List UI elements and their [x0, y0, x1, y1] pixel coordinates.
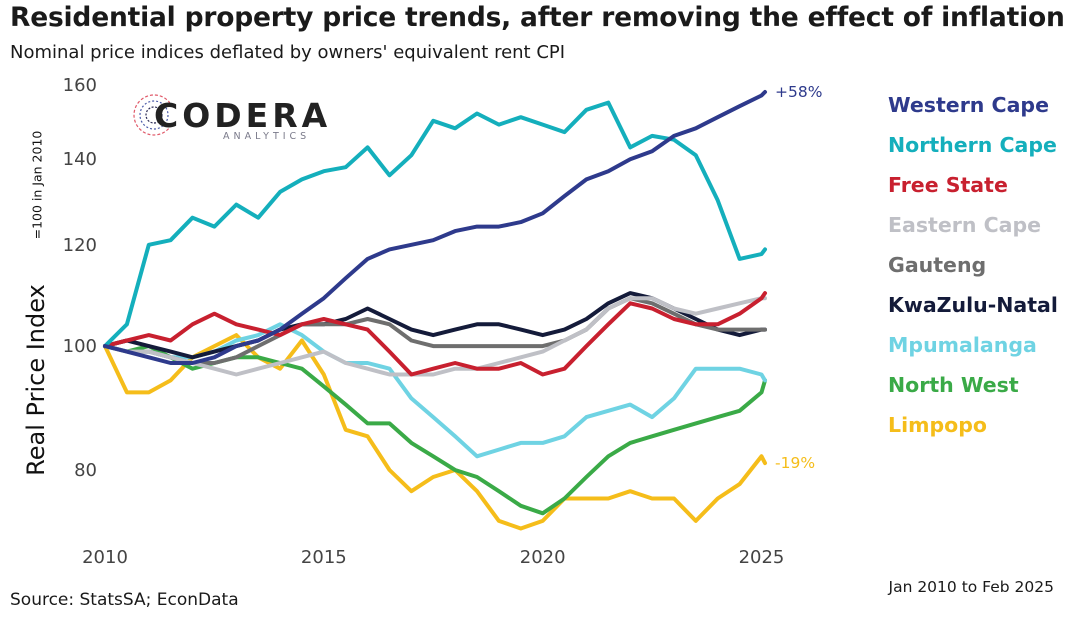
legend-item: Western Cape — [888, 93, 1049, 117]
y-tick-label: 140 — [63, 149, 97, 170]
logo-wordmark: CODERA — [154, 96, 332, 135]
y-tick-label: 100 — [63, 336, 97, 357]
legend: Western Cape Northern Cape Free State Easte… — [888, 90, 1078, 450]
legend-item: KwaZulu-Natal — [888, 293, 1058, 317]
legend-item: Mpumalanga — [888, 333, 1037, 357]
series-line-mpumalanga — [103, 322, 767, 459]
x-tick-label: 2010 — [82, 547, 128, 568]
series-line-western-cape — [103, 90, 767, 365]
logo-subtext: ANALYTICS — [223, 131, 311, 142]
legend-item: Limpopo — [888, 413, 987, 437]
x-tick-label: 2020 — [520, 547, 566, 568]
codera-logo: CODERA ANALYTICS — [130, 83, 327, 147]
legend-item: Gauteng — [888, 253, 987, 277]
legend-item: Free State — [888, 173, 1008, 197]
x-axis-ticks: 2010 2015 2020 2025 — [82, 547, 784, 568]
y-tick-label: 120 — [63, 235, 97, 256]
end-annotations: +58% -19% — [775, 83, 822, 472]
date-range-note: Jan 2010 to Feb 2025 — [888, 578, 1055, 596]
legend-item: Eastern Cape — [888, 213, 1042, 237]
end-annotation: +58% — [775, 83, 822, 101]
source-note: Source: StatsSA; EconData — [10, 590, 239, 610]
legend-item: Northern Cape — [888, 133, 1057, 157]
series-line-gauteng — [103, 296, 767, 365]
y-tick-label: 80 — [74, 460, 97, 481]
series-line-limpopo — [103, 333, 767, 531]
y-tick-label: 160 — [63, 75, 97, 96]
chart-title: Residential property price trends, after… — [10, 2, 1065, 33]
legend-item: North West — [888, 373, 1019, 397]
series-lines — [103, 90, 767, 531]
logo-mark-icon — [133, 94, 170, 136]
series-line-eastern-cape — [103, 296, 767, 377]
x-tick-label: 2025 — [739, 547, 785, 568]
x-tick-label: 2015 — [301, 547, 347, 568]
end-annotation: -19% — [775, 454, 815, 472]
series-line-free-state — [103, 291, 767, 377]
series-line-north-west — [103, 344, 767, 516]
y-axis-ticks: 80 100 120 140 160 — [63, 75, 97, 481]
chart-subtitle: Nominal price indices deflated by owners… — [10, 42, 566, 63]
